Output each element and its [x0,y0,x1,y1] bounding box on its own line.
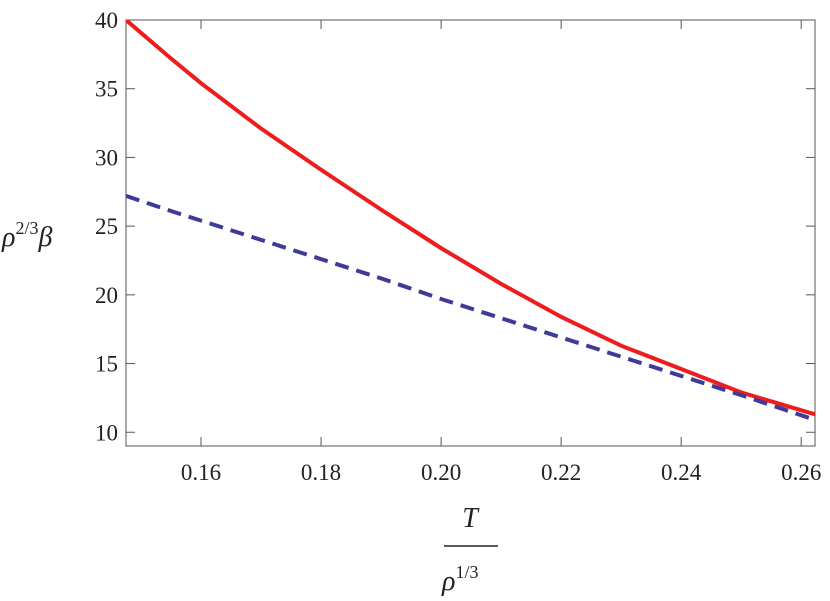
y-tick-label: 25 [95,214,118,239]
line [126,194,815,422]
y-tick-label: 10 [95,420,118,445]
x-label-numerator: T [462,503,480,534]
y-tick-label: 30 [95,145,118,170]
y-label-sup: 2/3 [15,218,38,238]
x-tick-label: 0.22 [541,460,581,485]
x-tick-label: 0.16 [181,460,221,485]
x-tick-label: 0.20 [421,460,461,485]
x-label-denominator: ρ1/3 [441,562,478,597]
y-label-base: ρ [1,222,15,253]
y-tick-label: 40 [95,8,118,33]
x-tick-label: 0.18 [301,460,341,485]
y-label-tail: β [37,222,52,253]
plot-frame [125,19,816,447]
y-axis-label: ρ2/3β [1,218,52,253]
x-label-base: ρ [441,566,455,597]
line [126,20,815,417]
y-tick-label: 20 [95,283,118,308]
y-tick-label: 15 [95,352,118,377]
y-tick-label: 35 [95,77,118,102]
x-tick-label: 0.26 [781,460,821,485]
x-tick-label: 0.24 [661,460,702,485]
x-label-sup: 1/3 [455,562,478,582]
